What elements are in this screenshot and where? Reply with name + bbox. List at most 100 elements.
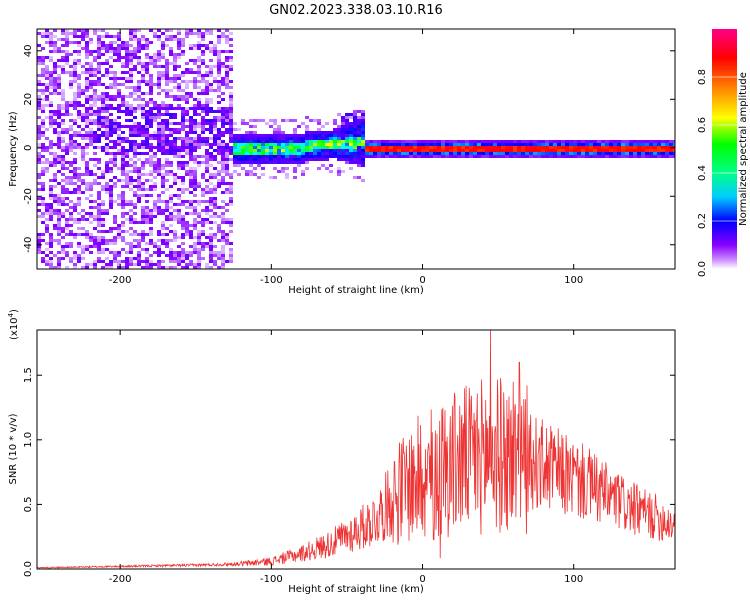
spectrogram-cell xyxy=(221,164,225,167)
spectrogram-cell xyxy=(185,98,189,101)
spectrogram-cell xyxy=(61,173,65,176)
spectrogram-cell xyxy=(125,200,129,203)
spectrogram-cell xyxy=(113,143,117,146)
spectrogram-cell xyxy=(185,110,189,113)
spectrogram-cell xyxy=(193,71,197,74)
spectrogram-cell xyxy=(445,152,449,155)
spectrogram-cell xyxy=(157,209,161,212)
spectrogram-cell xyxy=(469,149,473,152)
spectrogram-cell xyxy=(157,206,161,209)
spectrogram-cell xyxy=(49,203,53,206)
spectrogram-cell xyxy=(129,140,133,143)
spectrogram-cell xyxy=(205,218,209,221)
spectrogram-cell xyxy=(197,251,201,254)
spectrogram-cell xyxy=(333,137,337,140)
spectrogram-cell xyxy=(341,170,345,173)
spectrogram-cell xyxy=(129,203,133,206)
spectrogram-cell xyxy=(329,170,333,173)
spectrogram-cell xyxy=(393,152,397,155)
spectrogram-cell xyxy=(457,143,461,146)
spectrogram-cell xyxy=(229,176,233,179)
spectrogram-cell xyxy=(177,212,181,215)
spectrogram-cell xyxy=(181,140,185,143)
spectrogram-cell xyxy=(625,146,629,149)
spectrogram-cell xyxy=(145,110,149,113)
spectrogram-cell xyxy=(113,119,117,122)
spectrogram-cell xyxy=(141,80,145,83)
spectrogram-cell xyxy=(265,158,269,161)
spectrogram-cell xyxy=(197,35,201,38)
spectrogram-cell xyxy=(157,170,161,173)
spectrogram-cell xyxy=(77,89,81,92)
spectrogram-cell xyxy=(125,41,129,44)
spectrogram-cell xyxy=(117,236,121,239)
spectrogram-cell xyxy=(141,65,145,68)
spectrogram-cell xyxy=(121,137,125,140)
spectrogram-cell xyxy=(77,146,81,149)
spectrogram-cell xyxy=(513,140,517,143)
spectrogram-cell xyxy=(149,116,153,119)
spectrogram-cell xyxy=(129,53,133,56)
spectrogram-cell xyxy=(97,203,101,206)
spectrogram-cell xyxy=(97,137,101,140)
spectrogram-cell xyxy=(505,152,509,155)
spectrogram-cell xyxy=(41,200,45,203)
spectrogram-cell xyxy=(61,56,65,59)
spectrogram-cell xyxy=(241,149,245,152)
spectrogram-cell xyxy=(485,155,489,158)
spectrogram-cell xyxy=(357,131,361,134)
spectrogram-cell xyxy=(229,32,233,35)
spectrogram-cell xyxy=(141,215,145,218)
spectrogram-cell xyxy=(181,107,185,110)
spectrogram-cell xyxy=(673,149,675,152)
spectrogram-cell xyxy=(297,140,301,143)
spectrogram-cell xyxy=(85,119,89,122)
spectrogram-cell xyxy=(405,146,409,149)
spectrogram-cell xyxy=(309,134,313,137)
spectrogram-cell xyxy=(89,50,93,53)
spectrogram-cell xyxy=(173,62,177,65)
spectrogram-cell xyxy=(173,143,177,146)
spectrogram-cell xyxy=(49,80,53,83)
spectrogram-cell xyxy=(161,53,165,56)
spectrogram-cell xyxy=(113,260,117,263)
spectrogram-cell xyxy=(613,140,617,143)
spectrogram-cell xyxy=(189,233,193,236)
spectrogram-cell xyxy=(101,119,105,122)
spectrogram-cell xyxy=(137,263,141,266)
spectrogram-cell xyxy=(117,140,121,143)
spectrogram-cell xyxy=(173,137,177,140)
spectrogram-cell xyxy=(45,71,49,74)
spectrogram-cell xyxy=(241,161,245,164)
spectrogram-cell xyxy=(649,146,653,149)
spectrogram-cell xyxy=(353,134,357,137)
spectrogram-cell xyxy=(73,77,77,80)
spectrogram-cell xyxy=(537,149,541,152)
spectrogram-cell xyxy=(177,95,181,98)
spectrogram-cell xyxy=(141,47,145,50)
spectrogram-cell xyxy=(157,71,161,74)
spectrogram-cell xyxy=(229,182,233,185)
spectrogram-cell xyxy=(89,86,93,89)
spectrogram-cell xyxy=(249,164,253,167)
spectrogram-cell xyxy=(73,188,77,191)
spectrogram-cell xyxy=(309,158,313,161)
spectrogram-cell xyxy=(77,125,81,128)
spectrogram-cell xyxy=(41,146,45,149)
spectrogram-cell xyxy=(161,74,165,77)
spectrogram-cell xyxy=(145,263,149,266)
spectrogram-cell xyxy=(645,146,649,149)
spectrogram-cell xyxy=(325,167,329,170)
spectrogram-cell xyxy=(77,221,81,224)
spectrogram-cell xyxy=(121,212,125,215)
spectrogram-cell xyxy=(133,35,137,38)
spectrogram-cell xyxy=(53,65,57,68)
spectrogram-cell xyxy=(165,107,169,110)
spectrogram-cell xyxy=(193,128,197,131)
spectrogram-cell xyxy=(189,152,193,155)
spectrogram-cell xyxy=(273,158,277,161)
spectrogram-cell xyxy=(185,113,189,116)
spectrogram-cell xyxy=(621,149,625,152)
spectrogram-cell xyxy=(197,140,201,143)
